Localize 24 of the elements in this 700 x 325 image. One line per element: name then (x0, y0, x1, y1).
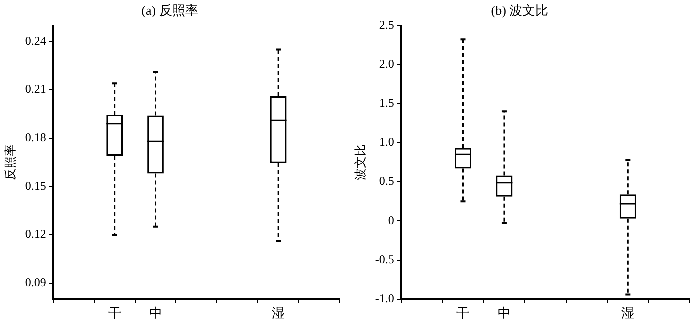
y-tick-label: 0.21 (25, 82, 46, 96)
y-tick-label: 0.24 (25, 34, 46, 48)
chart-title: (a) 反照率 (142, 3, 198, 18)
y-tick-label: -0.5 (375, 252, 394, 266)
y-tick-label: 0 (388, 213, 394, 228)
y-tick-label: 2.0 (379, 56, 394, 71)
y-tick-label: -1.0 (375, 292, 394, 306)
y-tick-label: 0.09 (25, 275, 46, 290)
y-axis-title: 反照率 (3, 144, 18, 180)
chart-title: (b) 波文比 (491, 3, 549, 18)
x-tick-label: 中 (498, 306, 511, 321)
y-tick-label: 0.5 (379, 174, 394, 188)
x-tick-label: 湿 (622, 306, 635, 321)
x-tick-label: 湿 (272, 306, 286, 321)
y-tick-label: 0.15 (25, 178, 46, 193)
y-tick-label: 0.12 (25, 227, 46, 242)
x-tick-label: 干 (108, 306, 122, 321)
y-tick-label: 2.5 (379, 18, 394, 32)
y-tick-label: 0.18 (25, 130, 46, 144)
x-tick-label: 干 (456, 306, 470, 321)
y-axis-title: 波文比 (353, 144, 368, 180)
y-tick-label: 1.0 (379, 135, 394, 150)
x-tick-label: 中 (149, 306, 162, 321)
y-tick-label: 1.5 (379, 96, 394, 110)
